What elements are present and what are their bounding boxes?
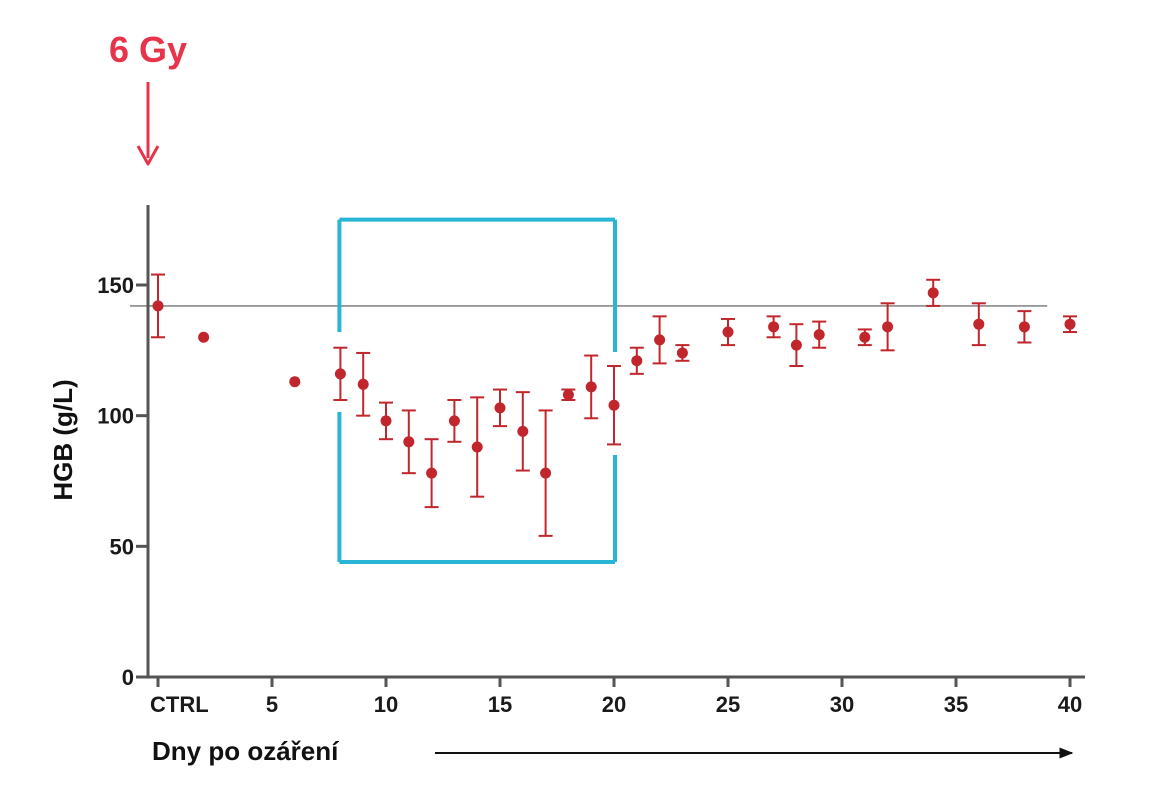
x-axis-title: Dny po ozáření xyxy=(152,736,339,766)
data-point xyxy=(1063,315,1077,334)
x-axis-ticks: CTRL 5 10 15 20 25 30 35 40 xyxy=(150,677,1082,717)
data-point xyxy=(607,365,621,446)
data-point xyxy=(561,388,576,401)
x-tick-label: CTRL xyxy=(150,692,209,717)
highlight-box xyxy=(337,217,617,565)
data-point xyxy=(151,273,165,339)
data-point xyxy=(675,344,690,362)
data-marker xyxy=(790,339,802,351)
data-marker xyxy=(813,329,825,341)
dose-arrow xyxy=(136,82,160,166)
data-point xyxy=(629,346,644,375)
data-marker xyxy=(562,389,574,401)
y-tick-label: 100 xyxy=(97,404,134,429)
data-marker xyxy=(654,334,666,346)
data-marker xyxy=(403,436,415,448)
data-marker xyxy=(722,326,734,338)
data-marker xyxy=(540,467,552,479)
data-marker xyxy=(676,347,688,359)
x-tick-label: 30 xyxy=(830,692,854,717)
data-marker xyxy=(152,300,164,312)
data-marker xyxy=(1064,318,1076,330)
data-marker xyxy=(334,368,346,380)
x-tick-label: 40 xyxy=(1058,692,1082,717)
dose-annotation-label: 6 Gy xyxy=(109,29,187,70)
data-point xyxy=(515,391,530,472)
data-point xyxy=(766,315,781,339)
data-point xyxy=(1017,310,1032,344)
data-point xyxy=(584,354,599,420)
y-tick-label: 50 xyxy=(110,534,134,559)
data-marker xyxy=(289,376,301,388)
data-marker xyxy=(585,381,597,393)
data-point xyxy=(880,302,895,352)
data-point xyxy=(470,396,485,498)
x-tick-label: 20 xyxy=(602,692,626,717)
data-point xyxy=(356,351,371,417)
data-point xyxy=(538,409,553,537)
data-marker xyxy=(973,318,985,330)
data-marker xyxy=(471,441,483,453)
data-point xyxy=(333,346,348,401)
data-marker xyxy=(927,287,939,299)
data-point xyxy=(812,320,827,349)
data-point xyxy=(652,315,667,365)
dose-arrow-head xyxy=(136,145,160,166)
data-marker xyxy=(882,321,894,333)
data-point xyxy=(926,278,941,307)
data-marker xyxy=(768,321,780,333)
x-tick-label: 10 xyxy=(374,692,398,717)
data-point xyxy=(289,376,301,388)
x-tick-label: 5 xyxy=(266,692,278,717)
y-axis-title: HGB (g/L) xyxy=(48,379,78,500)
data-marker xyxy=(608,399,620,411)
data-marker xyxy=(631,355,643,367)
x-tick-label: 35 xyxy=(944,692,968,717)
data-marker xyxy=(517,425,529,437)
data-marker xyxy=(448,415,460,427)
y-tick-label: 0 xyxy=(122,665,134,690)
data-marker xyxy=(198,331,210,343)
data-marker xyxy=(380,415,392,427)
data-point xyxy=(447,398,462,443)
data-marker xyxy=(494,402,506,414)
data-marker xyxy=(357,378,369,390)
y-axis-ticks: 0 50 100 150 xyxy=(97,273,148,690)
data-point xyxy=(493,388,507,428)
data-point xyxy=(379,401,393,441)
data-point xyxy=(721,317,735,347)
data-marker xyxy=(859,331,871,343)
data-point xyxy=(789,323,804,368)
data-marker xyxy=(1018,321,1030,333)
data-point xyxy=(401,409,416,475)
x-tick-label: 25 xyxy=(716,692,740,717)
data-point xyxy=(424,438,439,509)
x-tick-label: 15 xyxy=(488,692,512,717)
y-tick-label: 150 xyxy=(97,273,134,298)
data-series xyxy=(151,273,1077,537)
data-point xyxy=(198,331,210,343)
data-point xyxy=(971,302,986,347)
data-marker xyxy=(426,467,438,479)
data-point xyxy=(857,328,872,347)
